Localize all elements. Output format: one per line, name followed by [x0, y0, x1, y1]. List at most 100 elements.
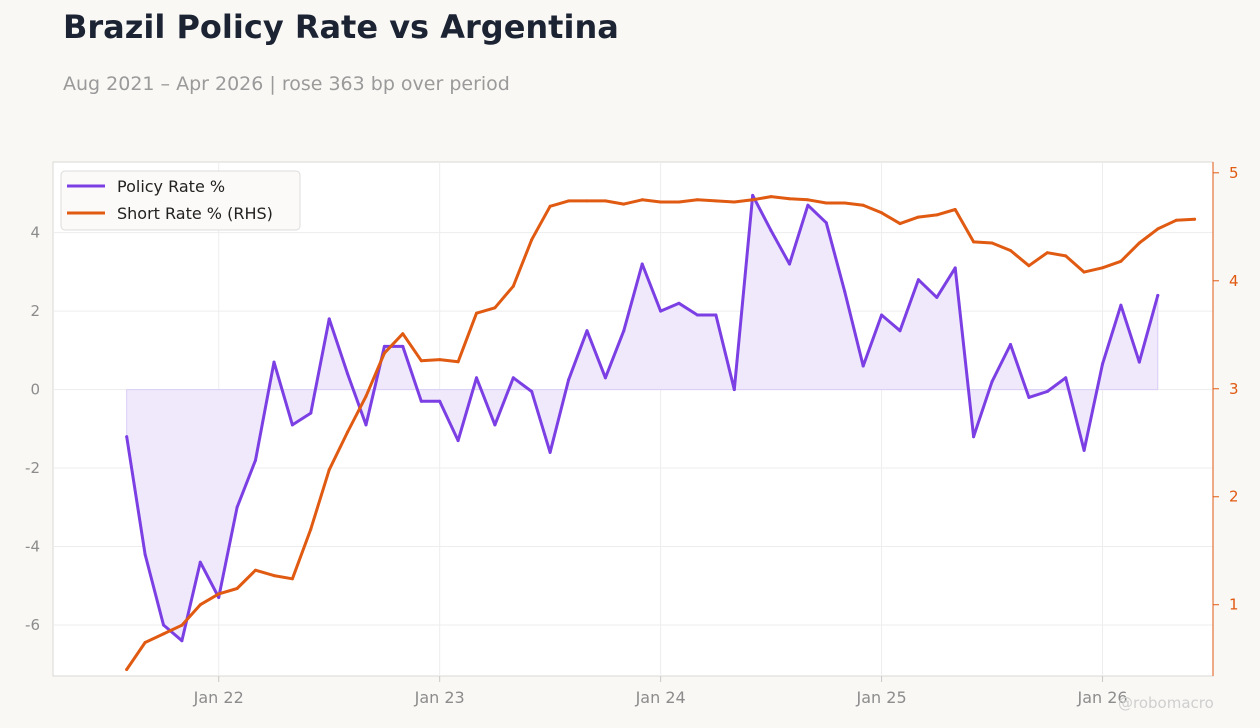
policy-rate-point — [953, 266, 957, 270]
short-rate-point — [806, 198, 810, 202]
policy-rate-point — [677, 301, 681, 305]
short-rate-point — [162, 632, 165, 636]
x-tick-label: Jan 22 — [193, 688, 244, 707]
policy-rate-point — [346, 372, 350, 376]
policy-rate-point — [916, 278, 920, 282]
y-right-tick-label: 3 — [1229, 380, 1239, 398]
policy-rate-point — [898, 329, 902, 333]
policy-rate-point — [695, 313, 699, 317]
short-rate-point — [272, 574, 276, 578]
short-rate-point — [143, 641, 147, 644]
y-left-tick-label: 0 — [30, 381, 40, 399]
short-rate-point — [419, 359, 423, 363]
short-rate-point — [346, 430, 350, 434]
policy-rate-point — [143, 552, 147, 556]
y-left-tick-label: 2 — [30, 302, 40, 320]
policy-rate-point — [1064, 376, 1068, 380]
short-rate-point — [622, 202, 626, 206]
y-right-tick-label: 1 — [1229, 596, 1239, 614]
policy-rate-point — [493, 423, 497, 427]
policy-rate-point — [198, 560, 202, 564]
short-rate-point — [438, 358, 442, 362]
short-rate-point — [1027, 264, 1031, 268]
y-right-tick-label: 2 — [1229, 488, 1239, 506]
short-rate-point — [585, 199, 589, 203]
policy-rate-point — [548, 450, 552, 454]
short-rate-point — [1101, 266, 1104, 270]
short-rate-point — [401, 332, 405, 336]
policy-rate-point — [567, 378, 571, 382]
policy-rate-point — [382, 344, 386, 348]
short-rate-point — [788, 197, 791, 201]
policy-rate-point — [290, 423, 294, 427]
policy-rate-point — [180, 639, 184, 643]
short-rate-point — [456, 360, 460, 364]
axes-layer: -6 -4 -2 0 2 4 Jan 22 Jan 23 Jan 24 Jan 25 Jan 26 1… — [25, 162, 1239, 707]
policy-rate-point — [530, 390, 534, 393]
policy-rate-point — [1101, 362, 1104, 366]
policy-rate-point — [401, 344, 405, 348]
short-rate-point — [953, 208, 957, 211]
y-left-tick-label: -6 — [25, 616, 40, 634]
short-rate-point — [935, 213, 939, 217]
short-rate-point — [603, 199, 607, 203]
policy-rate-point — [751, 193, 755, 197]
short-rate-point — [217, 592, 221, 596]
short-rate-point — [198, 603, 202, 607]
short-rate-point — [843, 201, 847, 205]
policy-rate-point — [1137, 360, 1141, 364]
short-rate-point — [824, 201, 828, 205]
short-rate-point — [898, 222, 902, 226]
short-rate-point — [695, 198, 699, 202]
policy-rate-point — [235, 505, 239, 509]
policy-rate-point — [824, 221, 828, 225]
policy-rate-point — [806, 203, 810, 207]
policy-rate-point — [309, 411, 313, 415]
policy-rate-point — [769, 229, 773, 233]
policy-rate-point — [1009, 343, 1012, 346]
short-rate-point — [327, 468, 331, 472]
y-left-tick-label: -4 — [25, 538, 40, 556]
short-rate-point — [1137, 241, 1141, 245]
short-rate-point — [364, 394, 368, 398]
y-left-tick-label: -2 — [25, 459, 40, 477]
policy-rate-point — [217, 596, 221, 599]
short-rate-point — [382, 351, 386, 355]
short-rate-point — [125, 668, 129, 671]
short-rate-point — [640, 198, 644, 202]
short-rate-point — [732, 200, 736, 204]
x-tick-label: Jan 24 — [635, 688, 686, 707]
short-rate-point — [714, 199, 718, 203]
short-rate-point — [990, 241, 994, 245]
policy-rate-point — [659, 309, 663, 313]
short-rate-point — [1045, 251, 1049, 255]
short-rate-point — [659, 200, 663, 204]
policy-rate-point — [272, 360, 276, 364]
short-rate-point — [567, 199, 571, 203]
policy-rate-point — [1082, 448, 1086, 452]
policy-rate-point — [327, 317, 331, 321]
chart-title: Brazil Policy Rate vs Argentina — [63, 8, 619, 46]
policy-rate-point — [1156, 293, 1160, 297]
legend: Policy Rate % Short Rate % (RHS) — [60, 170, 301, 231]
policy-rate-point — [880, 313, 884, 317]
short-rate-point — [180, 623, 184, 627]
policy-rate-point — [714, 313, 718, 317]
y-left-tick-label: 4 — [30, 224, 40, 242]
short-rate-point — [1193, 217, 1197, 221]
y-right-tick-label: 5 — [1229, 164, 1239, 182]
short-rate-point — [677, 200, 681, 204]
short-rate-point — [309, 527, 313, 531]
policy-rate-point — [475, 376, 478, 380]
policy-rate-point — [1045, 390, 1049, 393]
short-rate-point — [880, 211, 884, 215]
policy-rate-point — [125, 435, 129, 439]
short-rate-point — [511, 284, 515, 288]
policy-rate-point — [843, 290, 847, 293]
short-rate-point — [548, 204, 552, 208]
short-rate-point — [475, 311, 478, 315]
policy-rate-point — [438, 399, 442, 403]
policy-rate-point — [585, 329, 589, 333]
short-rate-point — [769, 195, 773, 199]
chart-subtitle: Aug 2021 – Apr 2026 | rose 363 bp over p… — [63, 73, 510, 95]
